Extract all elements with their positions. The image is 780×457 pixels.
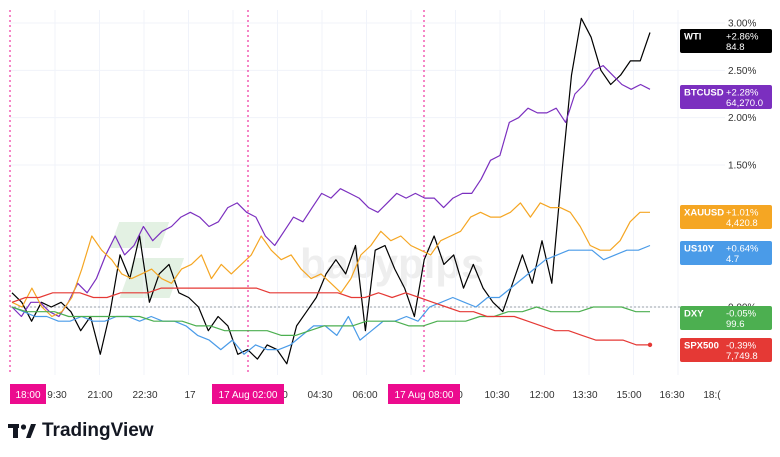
series-label-dxy: DXY -0.05%99.6 — [680, 306, 772, 330]
y-tick-label: 1.50% — [728, 161, 756, 172]
series-label-change: +0.64% — [726, 244, 759, 255]
series-line-spx500 — [11, 287, 650, 346]
series-label-bg — [680, 85, 772, 109]
tradingview-brand[interactable]: TradingView — [8, 420, 154, 442]
session-marker-badge — [10, 384, 46, 404]
series-label-value: 7,749.8 — [726, 351, 758, 362]
series-label-value: 4.7 — [726, 254, 739, 265]
series-label-value: 84.8 — [726, 42, 745, 53]
x-tick-label: 9:30 — [47, 390, 67, 401]
series-label-change: +2.86% — [726, 32, 759, 43]
x-tick-label: 0 — [282, 390, 288, 401]
series-line-btcusd — [11, 64, 651, 318]
series-line-xauusd — [11, 202, 650, 318]
y-tick-label: 2.00% — [728, 113, 756, 124]
x-tick-label: 04:30 — [307, 390, 332, 401]
series-label-bg — [680, 338, 772, 362]
x-tick-label: 18:( — [703, 390, 721, 401]
series-label-change: -0.05% — [726, 309, 757, 320]
session-marker-badge — [388, 384, 460, 404]
series-lines — [11, 17, 653, 365]
y-tick-label: 3.00% — [728, 19, 756, 30]
babypips-watermark: babypips — [109, 222, 484, 298]
tradingview-logo-icon — [8, 422, 36, 440]
series-label-change: +1.01% — [726, 208, 759, 219]
x-tick-label: 12:00 — [529, 390, 554, 401]
x-tick-label: 22:30 — [132, 390, 157, 401]
series-label-change: +2.28% — [726, 88, 759, 99]
series-label-bg — [680, 29, 772, 53]
grid — [10, 10, 725, 375]
series-label-bg — [680, 205, 772, 229]
y-axis: 0.00%1.50%2.00%2.50%3.00% — [728, 19, 756, 314]
series-label-value: 99.6 — [726, 319, 745, 330]
series-endpoint-spx500 — [647, 342, 653, 348]
series-label-bg — [680, 306, 772, 330]
series-label-spx500: SPX500 -0.39%7,749.8 — [680, 338, 772, 362]
x-tick-label: 0 — [457, 390, 463, 401]
x-tick-label: 10:30 — [484, 390, 509, 401]
x-tick-label: 17 — [184, 390, 196, 401]
series-label-us10y: US10Y +0.64%4.7 — [680, 241, 772, 265]
series-label-name: US10Y — [684, 244, 715, 255]
series-label-xauusd: XAUUSD +1.01%4,420.8 — [680, 205, 772, 229]
x-tick-label: 06:00 — [352, 390, 377, 401]
session-marker-badge — [212, 384, 284, 404]
y-tick-label: 2.50% — [728, 66, 756, 77]
x-tick-label: 21:00 — [87, 390, 112, 401]
series-label-name: SPX500 — [684, 341, 719, 352]
series-label-wti: WTI +2.86%84.8 — [680, 29, 772, 53]
series-line-dxy — [11, 306, 650, 336]
series-line-wti — [11, 17, 651, 365]
series-label-value: 4,420.8 — [726, 218, 758, 229]
session-markers — [9, 10, 425, 375]
x-tick-label: 16:30 — [659, 390, 684, 401]
x-axis: 9:30 21:00 22:30 17 0 04:30 06:00 0 10:30 12:00 13… — [10, 384, 721, 404]
series-label-change: -0.39% — [726, 341, 757, 352]
series-label-bg — [680, 241, 772, 265]
session-marker-label: 17 Aug 08:00 — [395, 390, 454, 401]
session-marker-label: 17 Aug 02:00 — [219, 390, 278, 401]
session-marker-label: 18:00 — [15, 390, 40, 401]
series-label-name: DXY — [684, 309, 704, 320]
series-label-name: BTCUSD — [684, 88, 724, 99]
x-tick-label: 13:30 — [572, 390, 597, 401]
brand-name: TradingView — [42, 420, 154, 441]
series-label-name: WTI — [684, 32, 701, 43]
series-label-value: 64,270.0 — [726, 98, 763, 109]
series-label-btcusd: BTCUSD +2.28%64,270.0 — [680, 85, 772, 109]
x-tick-label: 15:00 — [616, 390, 641, 401]
series-label-name: XAUUSD — [684, 208, 724, 219]
